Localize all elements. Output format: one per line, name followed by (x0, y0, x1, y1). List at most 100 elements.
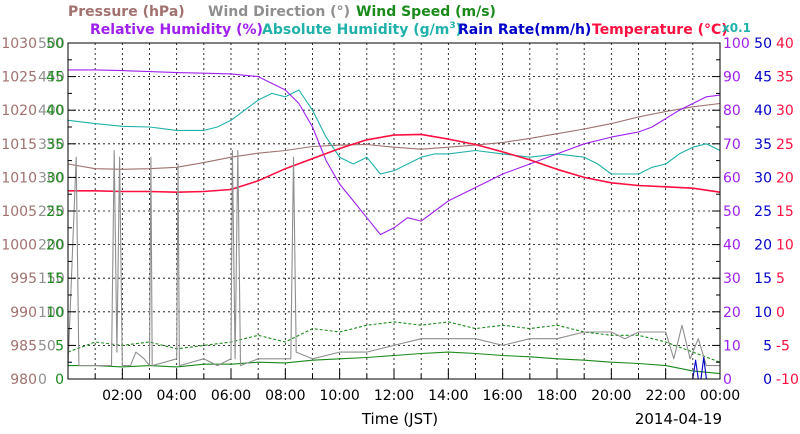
right-axes: 1009080706050403020100504540353025201510… (712, 36, 799, 388)
legend-wind-direction: Wind Direction (°) (208, 4, 350, 20)
y-tick-label-wind_speed: 5 (55, 338, 64, 354)
y-tick-label-pressure: 1020 (1, 103, 37, 119)
x-axis-label: Time (JST) (361, 410, 438, 428)
x-tick-label: 08:00 (265, 388, 305, 404)
y-tick-label-pressure: 980 (10, 372, 37, 388)
y-tick-label-wind_speed: 25 (46, 204, 64, 220)
y-tick-label-humidity: 10 (723, 338, 741, 354)
date-label: 2014-04-19 (635, 410, 722, 428)
x-tick-label: 22:00 (645, 388, 685, 404)
y-tick-label-humidity: 30 (723, 271, 741, 287)
series-line (68, 133, 721, 193)
y-tick-label-wind_direction: 100 (38, 305, 65, 321)
y-tick-label-temperature: 35 (776, 70, 794, 86)
x-tick-label: 14:00 (428, 388, 468, 404)
legend-absolute-humidity-sup: 3 (449, 21, 455, 31)
y-tick-label-wind_direction: 200 (38, 238, 65, 254)
y-tick-label-rain: 15 (754, 271, 772, 287)
y-tick-label-humidity: 0 (723, 372, 732, 388)
series-layer (67, 69, 721, 380)
y-tick-label-wind_speed: 30 (46, 170, 64, 186)
y-tick-label-humidity: 20 (723, 305, 741, 321)
x-tick-label: 04:00 (156, 388, 196, 404)
series-line (67, 149, 720, 367)
y-tick-label-wind_speed: 10 (46, 305, 64, 321)
y-tick-label-humidity: 90 (723, 70, 741, 86)
y-tick-label-wind_direction: 150 (38, 271, 65, 287)
y-tick-label-rain: 30 (754, 170, 772, 186)
legend-temperature: Temperature (°C) (592, 22, 728, 38)
y-tick-label-temperature: -10 (776, 372, 799, 388)
y-tick-label-wind_speed: 40 (46, 103, 64, 119)
legend-wind-speed: Wind Speed (m/s) (356, 4, 496, 20)
x-tick-label: 02:00 (102, 388, 142, 404)
series-line (68, 69, 721, 236)
x-axis: 02:00 04:00 06:00 08:00 10:00 12:00 14:00 16:00… (67, 369, 740, 404)
x-tick-label: 00:00 (700, 388, 740, 404)
y-tick-label-pressure: 1010 (1, 170, 37, 186)
y-tick-label-temperature: 5 (776, 271, 785, 287)
y-tick-label-wind_direction: 0 (38, 372, 47, 388)
series-line (68, 351, 721, 375)
x-tick-label: 10:00 (319, 388, 359, 404)
legend: Pressure (hPa) Wind Direction (°) Wind S… (68, 4, 751, 38)
y-tick-label-rain: 40 (754, 103, 772, 119)
y-tick-label-wind_direction: 400 (38, 103, 65, 119)
left-axes: 1030102510201015101010051000995990985980… (1, 36, 76, 388)
x-tick-label: 06:00 (211, 388, 251, 404)
legend-rain-rate: Rain Rate(mm/h) (458, 22, 591, 38)
y-tick-label-temperature: 40 (776, 36, 794, 52)
x-tick-label: 16:00 (482, 388, 522, 404)
legend-relative-humidity: Relative Humidity (%) (90, 22, 263, 38)
legend-pressure: Pressure (hPa) (68, 4, 185, 20)
y-tick-label-pressure: 995 (10, 271, 37, 287)
y-tick-label-temperature: 0 (776, 305, 785, 321)
series-line (67, 89, 721, 175)
y-tick-label-temperature: 15 (776, 204, 794, 220)
legend-absolute-humidity: Absolute Humidity (g/m3) (262, 21, 462, 38)
y-tick-label-pressure: 1025 (1, 70, 37, 86)
y-tick-label-wind_speed: 0 (55, 372, 64, 388)
y-tick-label-wind_speed: 20 (46, 238, 64, 254)
y-tick-label-pressure: 990 (10, 305, 37, 321)
y-tick-label-temperature: 20 (776, 170, 794, 186)
y-tick-label-humidity: 50 (723, 204, 741, 220)
y-tick-label-humidity: 40 (723, 238, 741, 254)
series-line (67, 102, 721, 170)
y-tick-label-rain: 10 (754, 305, 772, 321)
y-tick-label-wind_direction: 350 (38, 137, 65, 153)
y-tick-label-wind_speed: 50 (46, 36, 64, 52)
y-tick-label-rain: 50 (754, 36, 772, 52)
y-tick-label-wind_direction: 450 (38, 70, 65, 86)
y-tick-label-wind_direction: 50 (38, 338, 56, 354)
y-tick-label-pressure: 1030 (1, 36, 37, 52)
y-tick-label-temperature: 30 (776, 103, 794, 119)
x-tick-label: 12:00 (374, 388, 414, 404)
y-tick-label-humidity: 80 (723, 103, 741, 119)
legend-scale-note: x0.1 (722, 21, 751, 35)
x-tick-label: 20:00 (591, 388, 631, 404)
y-tick-label-rain: 0 (763, 372, 772, 388)
y-tick-label-humidity: 70 (723, 137, 741, 153)
y-tick-label-rain: 35 (754, 137, 772, 153)
y-tick-label-wind_direction: 500 (38, 36, 65, 52)
y-tick-label-rain: 45 (754, 70, 772, 86)
y-tick-label-humidity: 100 (723, 36, 750, 52)
y-tick-label-pressure: 1005 (1, 204, 37, 220)
y-tick-label-humidity: 60 (723, 170, 741, 186)
y-tick-label-rain: 5 (763, 338, 772, 354)
y-tick-label-pressure: 1015 (1, 137, 37, 153)
y-tick-label-wind_speed: 15 (46, 271, 64, 287)
y-tick-label-wind_speed: 35 (46, 137, 64, 153)
x-tick-label: 18:00 (537, 388, 577, 404)
y-tick-label-wind_direction: 250 (38, 204, 65, 220)
y-tick-label-wind_direction: 300 (38, 170, 65, 186)
y-tick-label-pressure: 1000 (1, 238, 37, 254)
y-tick-label-temperature: -5 (776, 338, 790, 354)
y-tick-label-wind_speed: 45 (46, 70, 64, 86)
y-tick-label-temperature: 25 (776, 137, 794, 153)
y-tick-label-rain: 25 (754, 204, 772, 220)
y-tick-label-temperature: 10 (776, 238, 794, 254)
